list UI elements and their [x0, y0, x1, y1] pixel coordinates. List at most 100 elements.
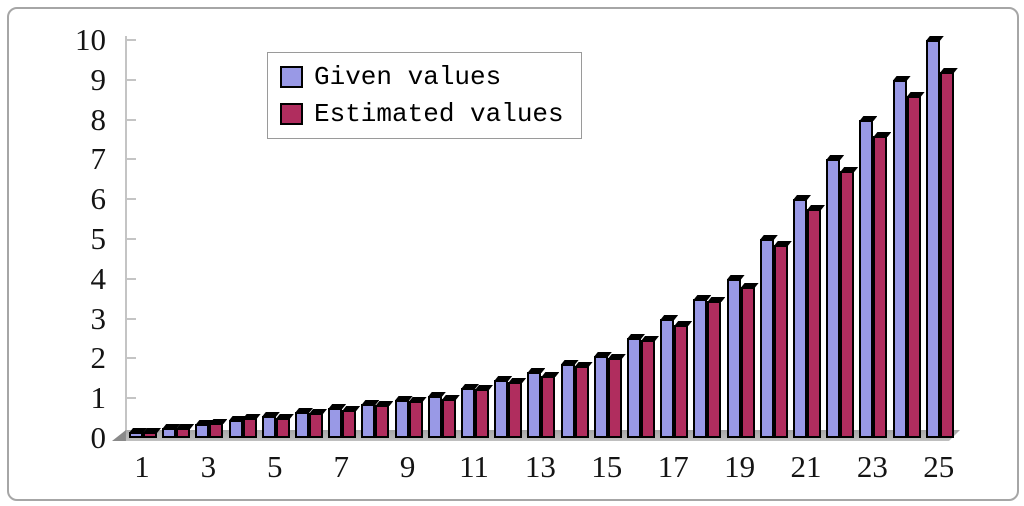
bar-estimated-1	[143, 432, 157, 438]
bar-3d-cap	[561, 360, 579, 365]
bar-estimated-12	[508, 382, 522, 438]
bar-estimated-25	[939, 72, 954, 438]
y-tick-label-10: 10	[75, 22, 106, 57]
bar-given-24	[892, 80, 907, 438]
x-tick-label-7: 7	[333, 449, 349, 484]
bar-3d-cap	[575, 362, 593, 367]
bar-given-11	[461, 388, 475, 438]
legend-swatch-given-icon	[280, 65, 303, 88]
bar-3d-cap	[143, 428, 161, 433]
bar-given-13	[527, 372, 541, 438]
bar-3d-cap	[774, 241, 792, 246]
bar-3d-cap	[741, 283, 759, 288]
x-tick-label-3: 3	[200, 449, 217, 484]
x-tick-label-25: 25	[923, 449, 955, 484]
legend-box: Given values Estimated values	[267, 52, 582, 139]
x-tick-label-15: 15	[591, 449, 623, 484]
bar-3d-cap	[276, 414, 294, 419]
legend-label: Estimated values	[314, 99, 564, 130]
legend-item: Given values	[280, 62, 569, 92]
bar-estimated-2	[176, 428, 190, 438]
bar-3d-cap	[328, 404, 346, 409]
legend-label: Given values	[314, 61, 502, 92]
bar-3d-cap	[395, 396, 413, 401]
bar-estimated-7	[342, 410, 356, 438]
x-tick-label-9: 9	[399, 449, 416, 484]
bar-estimated-22	[840, 171, 854, 438]
bar-given-2	[162, 428, 176, 438]
bar-3d-cap	[541, 372, 559, 377]
bar-3d-cap	[176, 424, 194, 429]
bar-estimated-6	[309, 413, 323, 438]
bar-given-18	[693, 299, 707, 438]
bar-estimated-15	[607, 358, 622, 438]
bar-given-8	[361, 404, 375, 438]
bar-estimated-13	[541, 376, 555, 438]
bar-3d-cap	[309, 409, 327, 414]
bar-given-19	[726, 279, 741, 438]
y-tick-label-4: 4	[90, 260, 107, 296]
y-tick-label-1: 1	[90, 380, 107, 416]
bar-estimated-10	[441, 399, 456, 438]
bar-3d-cap	[262, 412, 280, 417]
bar-given-5	[261, 416, 276, 438]
bar-3d-cap	[428, 392, 446, 397]
y-tick-9	[126, 78, 136, 81]
bar-given-23	[859, 120, 873, 438]
bar-3d-cap	[594, 352, 612, 357]
bar-estimated-8	[375, 405, 389, 438]
y-tick-6	[126, 198, 136, 201]
y-tick-5	[126, 238, 136, 240]
bar-3d-cap	[674, 321, 692, 326]
bar-given-4	[228, 420, 243, 438]
bar-given-20	[759, 239, 774, 438]
x-tick-label-1: 1	[134, 449, 150, 484]
bar-estimated-3	[209, 423, 223, 438]
bar-estimated-4	[242, 418, 257, 438]
bar-given-3	[195, 424, 209, 438]
bar-3d-cap	[940, 68, 958, 73]
bar-3d-cap	[461, 384, 479, 389]
bar-3d-cap	[442, 395, 460, 400]
y-tick-label-9: 9	[90, 61, 107, 97]
bar-3d-cap	[907, 92, 925, 97]
bar-estimated-18	[707, 301, 721, 438]
bar-3d-cap	[793, 195, 811, 200]
x-tick-label-23: 23	[856, 449, 888, 484]
bar-3d-cap	[693, 295, 711, 300]
bar-3d-cap	[641, 336, 659, 341]
bar-given-21	[793, 199, 807, 438]
x-tick-label-5: 5	[267, 449, 283, 484]
bar-3d-cap	[475, 385, 493, 390]
bar-3d-cap	[627, 334, 645, 339]
bar-given-6	[295, 412, 309, 438]
bar-estimated-5	[275, 418, 290, 438]
bar-estimated-23	[873, 136, 887, 438]
bar-3d-cap	[295, 408, 313, 413]
bar-3d-cap	[229, 416, 247, 421]
bar-3d-cap	[840, 167, 858, 172]
bar-given-10	[427, 396, 442, 438]
y-tick-7	[126, 158, 136, 161]
bar-3d-cap	[209, 419, 227, 424]
y-tick-10	[126, 39, 136, 41]
bar-estimated-16	[641, 340, 655, 438]
bar-given-12	[494, 380, 508, 438]
bar-estimated-20	[773, 245, 788, 438]
bar-3d-cap	[342, 406, 360, 411]
y-tick-label-5: 5	[90, 221, 107, 256]
bar-estimated-21	[807, 209, 821, 438]
x-tick-label-17: 17	[657, 449, 689, 484]
bar-3d-cap	[162, 424, 180, 429]
bar-3d-cap	[508, 378, 526, 383]
y-tick-label-3: 3	[90, 300, 107, 336]
y-tick-3	[126, 317, 136, 320]
legend-item: Estimated values	[280, 99, 569, 129]
bar-given-1	[129, 432, 143, 438]
x-tick-label-21: 21	[790, 449, 822, 484]
bar-given-7	[328, 408, 342, 438]
y-tick-label-6: 6	[90, 181, 107, 217]
bar-3d-cap	[893, 76, 911, 81]
bar-3d-cap	[873, 132, 891, 137]
